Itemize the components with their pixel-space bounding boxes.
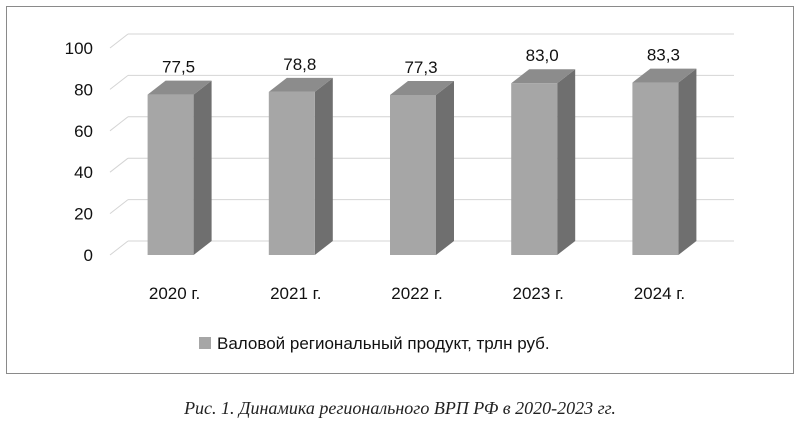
gridline-depth — [109, 33, 129, 49]
x-tick-label: 2023 г. — [513, 284, 564, 303]
bar-chart: 0 20 40 60 80 100 77,5 2020 г. 78,8 2021 г. 77,3 20… — [65, 33, 734, 353]
gridline-depth — [109, 199, 129, 214]
y-tick-label: 40 — [74, 163, 93, 182]
bar-top — [147, 80, 212, 95]
y-tick-label: 100 — [65, 39, 93, 58]
chart-frame: 0 20 40 60 80 100 77,5 2020 г. 78,8 2021 г. 77,3 20… — [6, 6, 794, 374]
gridline-depth — [109, 75, 129, 90]
y-tick-label: 0 — [84, 246, 93, 265]
bar-top — [390, 80, 454, 95]
gridline-depth — [109, 157, 129, 173]
y-tick-label: 20 — [74, 205, 93, 224]
data-label: 83,3 — [647, 46, 680, 65]
legend-label: Валовой региональный продукт, трлн руб. — [217, 334, 550, 353]
bar-top — [268, 77, 333, 92]
bar-side — [557, 69, 576, 255]
data-label: 77,3 — [404, 58, 437, 77]
bar-side — [678, 68, 697, 255]
bar — [632, 82, 679, 255]
figure-caption: Рис. 1. Динамика регионального ВРП РФ в … — [184, 398, 616, 418]
bar — [268, 91, 315, 255]
x-tick-label: 2020 г. — [149, 284, 200, 303]
y-tick-label: 80 — [74, 80, 93, 99]
data-label: 83,0 — [526, 46, 559, 65]
data-label: 77,5 — [162, 58, 195, 77]
bar — [511, 83, 558, 255]
bar-side — [314, 77, 333, 255]
x-tick-label: 2021 г. — [270, 284, 321, 303]
bar-top — [511, 69, 576, 84]
x-tick-label: 2022 г. — [391, 284, 442, 303]
bar-side — [193, 80, 212, 255]
bar — [390, 94, 436, 255]
x-tick-label: 2024 г. — [634, 284, 685, 303]
bar-top — [632, 68, 697, 83]
y-tick-label: 60 — [74, 122, 93, 141]
bar-side — [436, 80, 454, 255]
gridline-depth — [109, 116, 129, 132]
bar — [147, 94, 194, 255]
gridline-depth — [109, 240, 129, 256]
legend-swatch — [199, 337, 211, 349]
data-label: 78,8 — [283, 55, 316, 74]
